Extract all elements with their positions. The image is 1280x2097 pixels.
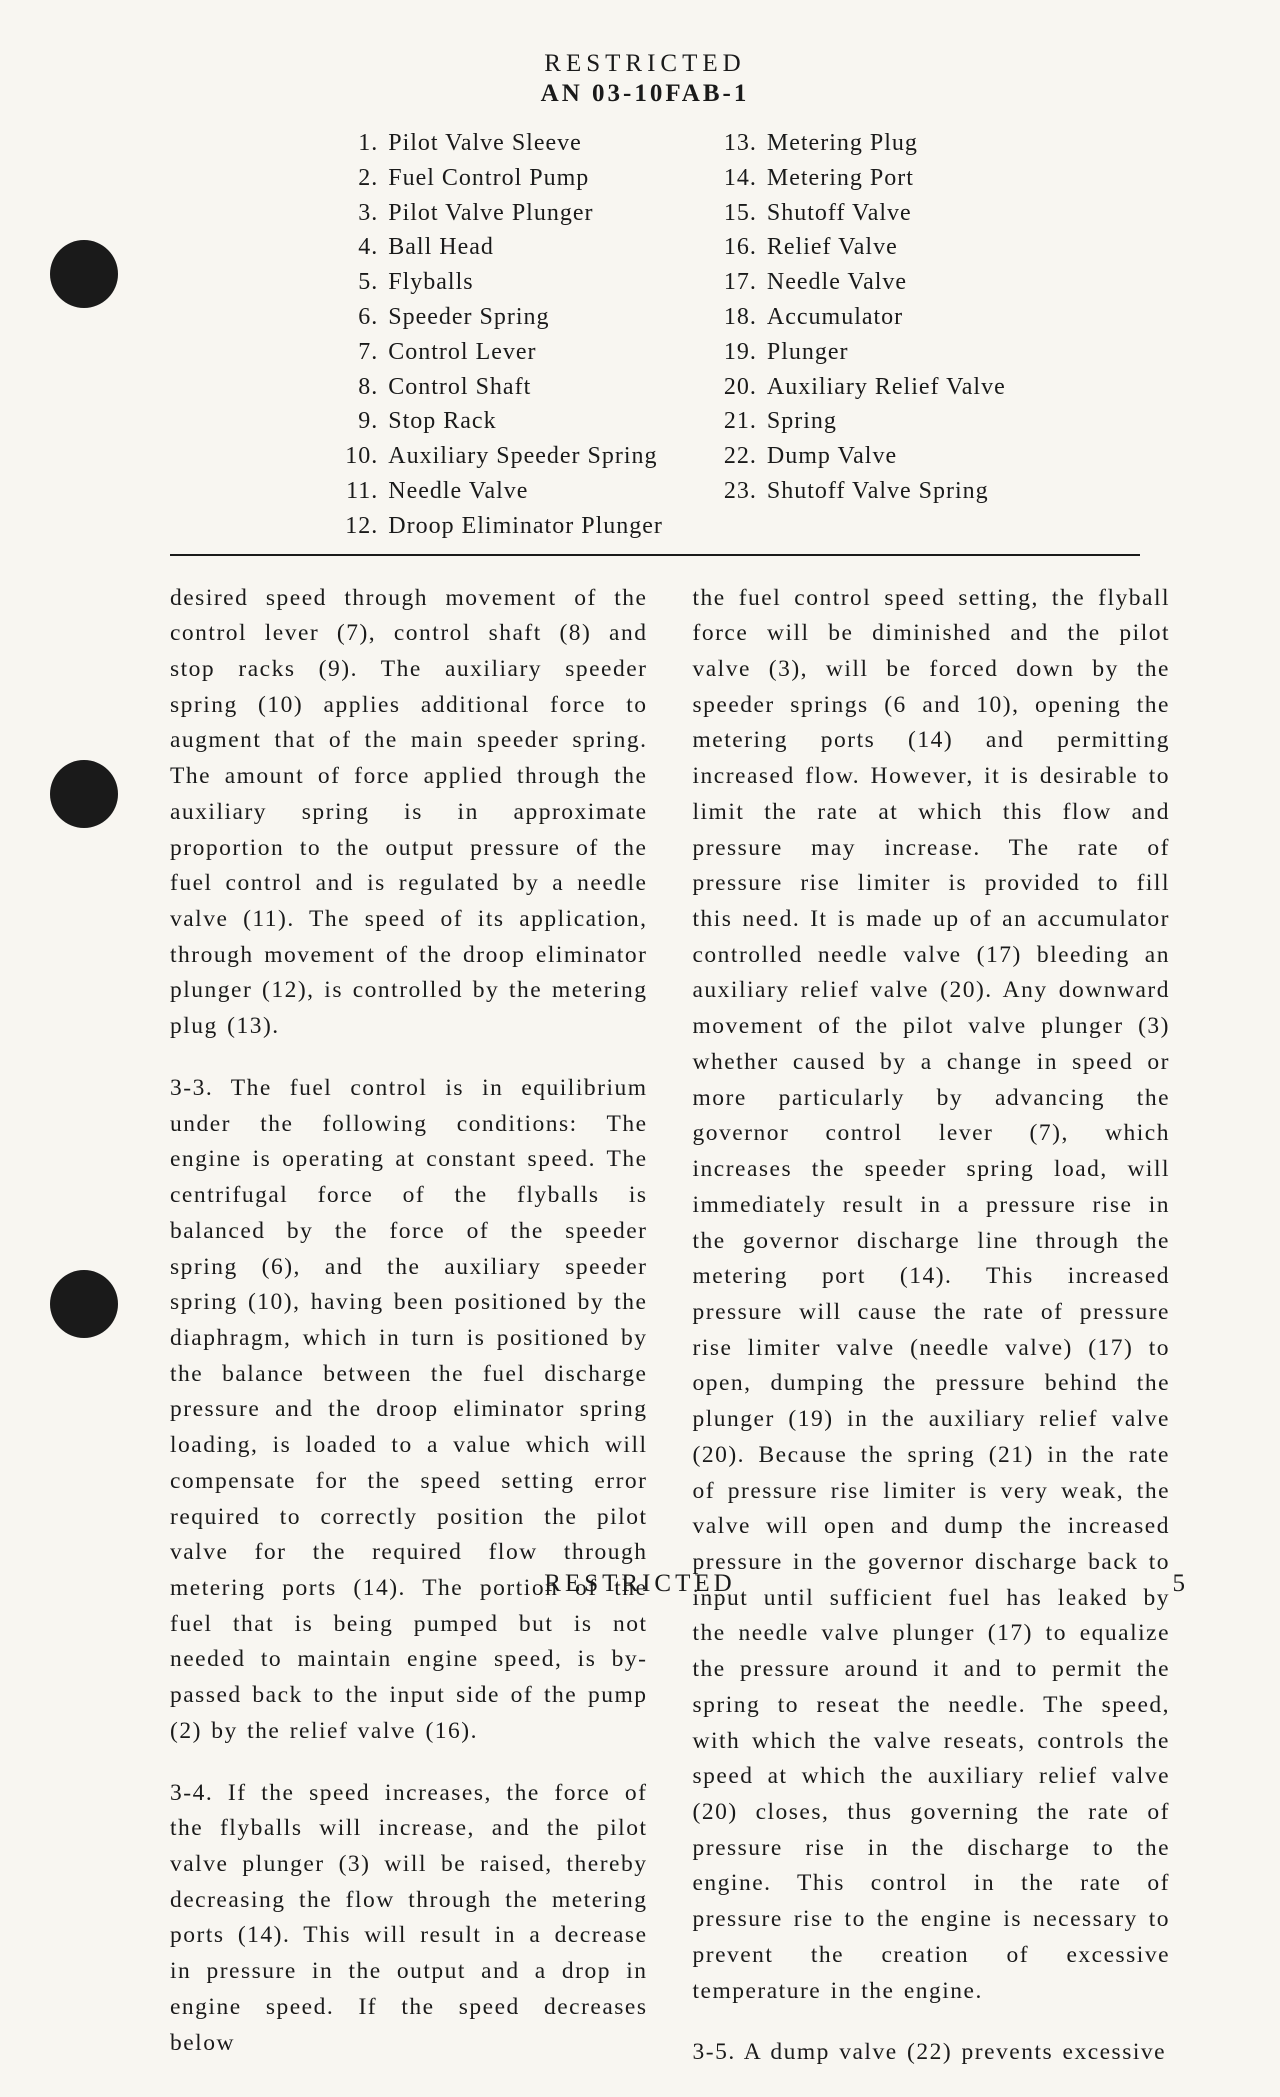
parts-item-number: 3.	[344, 196, 388, 231]
parts-list-col-2: 13.Metering Plug14.Metering Port15.Shuto…	[723, 126, 1006, 544]
parts-list-item: 7.Control Lever	[344, 335, 663, 370]
section-divider	[170, 554, 1140, 556]
parts-item-number: 15.	[723, 196, 767, 231]
parts-item-label: Flyballs	[388, 265, 473, 300]
parts-list: 1.Pilot Valve Sleeve2.Fuel Control Pump3…	[170, 126, 1180, 544]
parts-list-item: 20.Auxiliary Relief Valve	[723, 370, 1006, 405]
punch-hole	[50, 1270, 118, 1338]
parts-item-label: Control Shaft	[388, 370, 531, 405]
parts-item-label: Auxiliary Relief Valve	[767, 370, 1006, 405]
document-number: AN 03-10FAB-1	[110, 80, 1180, 108]
parts-item-number: 21.	[723, 404, 767, 439]
parts-list-item: 10.Auxiliary Speeder Spring	[344, 439, 663, 474]
parts-item-label: Accumulator	[767, 300, 903, 335]
parts-list-item: 21.Spring	[723, 404, 1006, 439]
parts-item-label: Fuel Control Pump	[388, 161, 589, 196]
parts-item-label: Ball Head	[388, 230, 494, 265]
parts-item-label: Control Lever	[388, 335, 536, 370]
parts-list-item: 12.Droop Eliminator Plunger	[344, 509, 663, 544]
parts-list-item: 18.Accumulator	[723, 300, 1006, 335]
parts-item-label: Dump Valve	[767, 439, 897, 474]
parts-item-number: 17.	[723, 265, 767, 300]
parts-item-number: 2.	[344, 161, 388, 196]
parts-item-number: 5.	[344, 265, 388, 300]
body-paragraph: desired speed through movement of the co…	[170, 581, 648, 1045]
parts-list-item: 14.Metering Port	[723, 161, 1006, 196]
punch-hole	[50, 240, 118, 308]
parts-item-number: 20.	[723, 370, 767, 405]
parts-list-item: 3.Pilot Valve Plunger	[344, 196, 663, 231]
parts-list-item: 22.Dump Valve	[723, 439, 1006, 474]
parts-item-label: Speeder Spring	[388, 300, 549, 335]
parts-item-number: 10.	[344, 439, 388, 474]
parts-item-number: 13.	[723, 126, 767, 161]
page-number: 5	[1173, 1570, 1186, 1598]
body-container: desired speed through movement of the co…	[170, 581, 1170, 2097]
parts-item-number: 22.	[723, 439, 767, 474]
parts-item-label: Stop Rack	[388, 404, 496, 439]
parts-item-label: Shutoff Valve	[767, 196, 912, 231]
parts-item-label: Metering Port	[767, 161, 914, 196]
punch-hole	[50, 760, 118, 828]
parts-item-label: Pilot Valve Plunger	[388, 196, 593, 231]
parts-item-number: 12.	[344, 509, 388, 544]
parts-item-number: 23.	[723, 474, 767, 509]
parts-list-item: 4.Ball Head	[344, 230, 663, 265]
parts-item-number: 19.	[723, 335, 767, 370]
parts-list-item: 15.Shutoff Valve	[723, 196, 1006, 231]
body-paragraph: the fuel control speed setting, the flyb…	[693, 581, 1171, 2010]
parts-item-label: Shutoff Valve Spring	[767, 474, 989, 509]
parts-item-label: Relief Valve	[767, 230, 898, 265]
parts-item-number: 9.	[344, 404, 388, 439]
parts-list-item: 16.Relief Valve	[723, 230, 1006, 265]
parts-list-item: 19.Plunger	[723, 335, 1006, 370]
parts-list-item: 9.Stop Rack	[344, 404, 663, 439]
parts-item-label: Spring	[767, 404, 837, 439]
parts-item-number: 11.	[344, 474, 388, 509]
parts-item-label: Droop Eliminator Plunger	[388, 509, 663, 544]
classification-footer: RESTRICTED	[0, 1570, 1280, 1598]
parts-list-item: 13.Metering Plug	[723, 126, 1006, 161]
body-column-left: desired speed through movement of the co…	[170, 581, 648, 2097]
parts-list-col-1: 1.Pilot Valve Sleeve2.Fuel Control Pump3…	[344, 126, 663, 544]
parts-item-label: Metering Plug	[767, 126, 918, 161]
parts-item-number: 16.	[723, 230, 767, 265]
parts-item-label: Needle Valve	[388, 474, 528, 509]
body-column-right: the fuel control speed setting, the flyb…	[693, 581, 1171, 2097]
parts-item-number: 14.	[723, 161, 767, 196]
body-paragraph: 3-3. The fuel control is in equilibrium …	[170, 1071, 648, 1750]
parts-item-number: 6.	[344, 300, 388, 335]
parts-list-item: 11.Needle Valve	[344, 474, 663, 509]
parts-item-number: 1.	[344, 126, 388, 161]
parts-item-label: Pilot Valve Sleeve	[388, 126, 582, 161]
parts-item-number: 7.	[344, 335, 388, 370]
parts-list-item: 5.Flyballs	[344, 265, 663, 300]
parts-list-item: 1.Pilot Valve Sleeve	[344, 126, 663, 161]
body-paragraph: 3-5. A dump valve (22) prevents excessiv…	[693, 2035, 1171, 2071]
parts-item-number: 8.	[344, 370, 388, 405]
parts-item-label: Plunger	[767, 335, 849, 370]
parts-list-item: 17.Needle Valve	[723, 265, 1006, 300]
parts-item-number: 18.	[723, 300, 767, 335]
classification-header: RESTRICTED	[110, 50, 1180, 78]
parts-list-item: 23.Shutoff Valve Spring	[723, 474, 1006, 509]
parts-list-item: 6.Speeder Spring	[344, 300, 663, 335]
parts-list-item: 8.Control Shaft	[344, 370, 663, 405]
parts-item-label: Auxiliary Speeder Spring	[388, 439, 657, 474]
body-paragraph: 3-4. If the speed increases, the force o…	[170, 1776, 648, 2062]
parts-item-label: Needle Valve	[767, 265, 907, 300]
parts-item-number: 4.	[344, 230, 388, 265]
parts-list-item: 2.Fuel Control Pump	[344, 161, 663, 196]
